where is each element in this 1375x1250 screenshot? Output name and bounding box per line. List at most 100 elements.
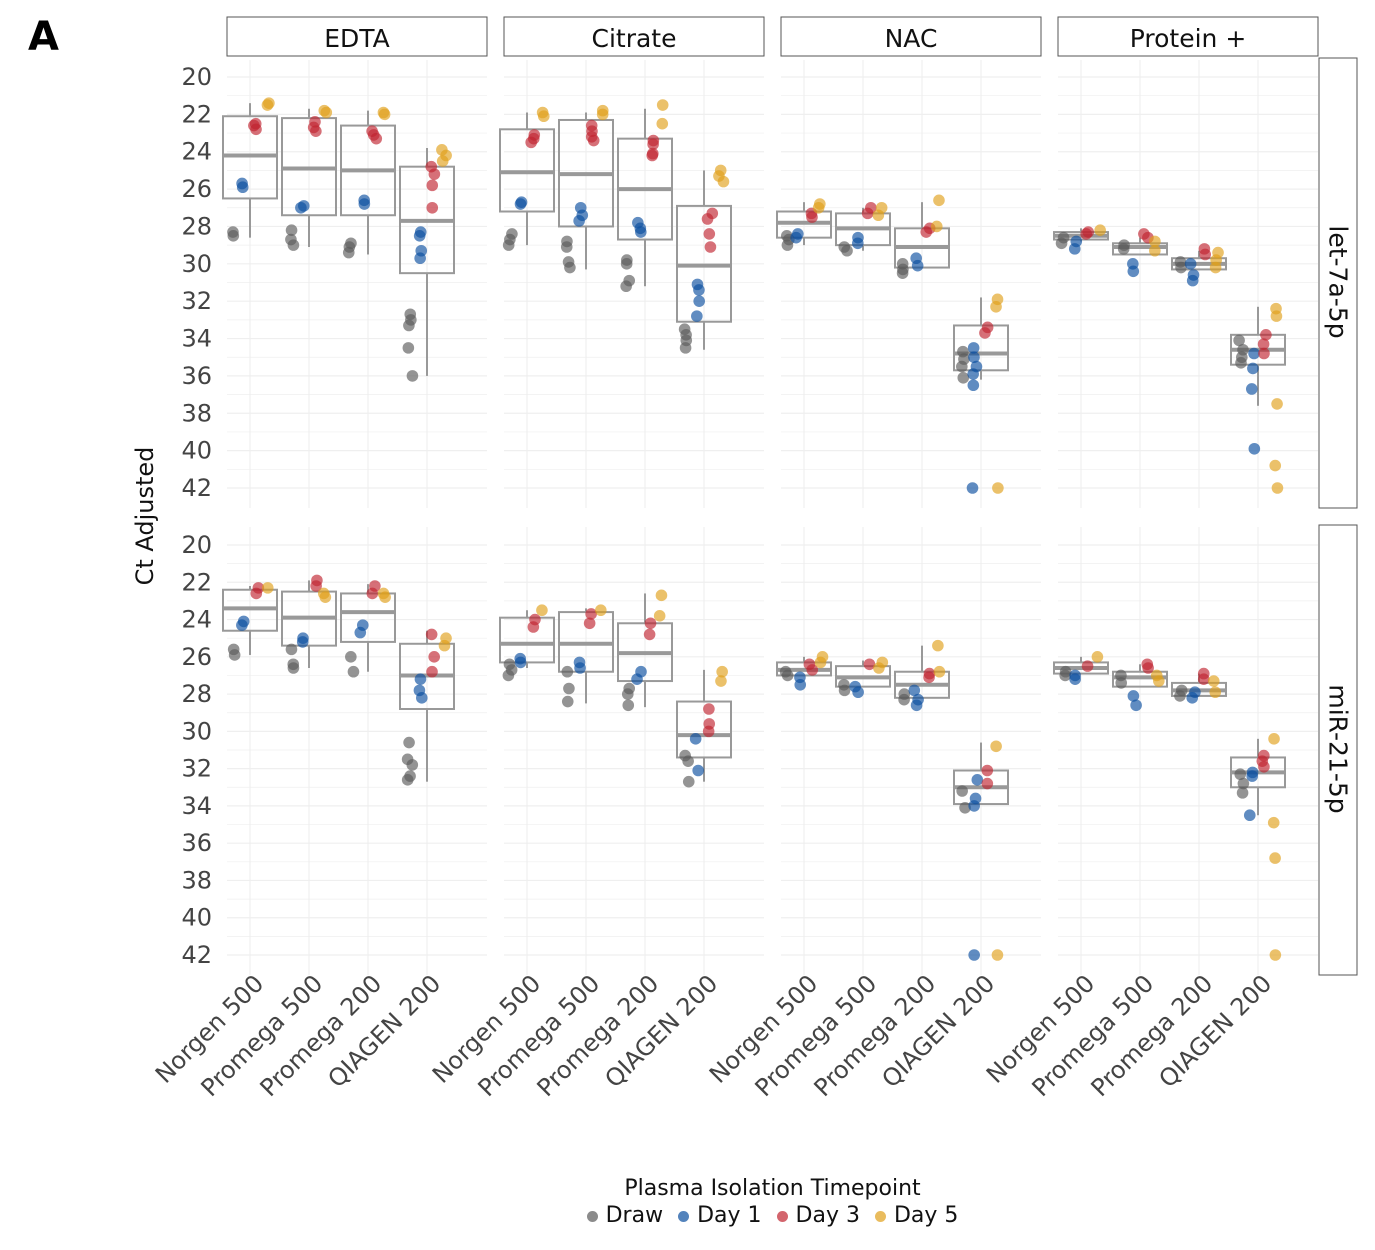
data-point [285, 224, 298, 236]
boxplot [835, 201, 891, 257]
y-tick-label: 26 [181, 175, 212, 203]
boxplot [558, 104, 614, 274]
data-point [1153, 675, 1165, 687]
data-point [406, 759, 419, 771]
facet-strip-label: let-7a-5p [1324, 225, 1353, 338]
data-point [703, 703, 715, 715]
data-point [979, 327, 991, 339]
data-point [647, 138, 659, 151]
data-point [1237, 777, 1250, 790]
data-point [573, 215, 585, 227]
data-point [968, 351, 980, 364]
data-point [781, 669, 794, 682]
data-point [1186, 274, 1199, 287]
boxplot [340, 580, 396, 678]
data-point [644, 617, 657, 630]
data-point [1130, 699, 1142, 712]
legend-items: Draw Day 1 Day 3 Day 5 [0, 1203, 1375, 1228]
box [499, 616, 555, 664]
data-point [620, 280, 632, 293]
data-point [621, 688, 634, 700]
data-point [560, 241, 573, 253]
data-point [682, 755, 694, 767]
facet-strip-col [226, 16, 488, 57]
data-point [863, 658, 876, 671]
data-point [967, 368, 979, 380]
data-point [1080, 228, 1092, 240]
data-point [715, 675, 727, 687]
data-point [236, 181, 249, 194]
boxplot [1230, 302, 1286, 494]
data-point [426, 179, 439, 192]
data-point [561, 665, 574, 678]
data-point [401, 774, 414, 786]
data-point [1091, 651, 1104, 663]
data-point [287, 239, 300, 251]
data-point [920, 226, 933, 238]
figure-panel-label: A [28, 14, 59, 60]
data-point [285, 643, 298, 656]
data-point [896, 267, 909, 279]
data-point [841, 244, 853, 257]
data-point [1269, 459, 1282, 472]
data-point [967, 342, 980, 354]
boxplot [340, 106, 396, 259]
data-point [990, 740, 1002, 753]
data-point [679, 342, 692, 354]
data-point [564, 261, 576, 274]
data-point [704, 241, 717, 253]
data-point [992, 482, 1004, 494]
data-point [414, 252, 426, 265]
data-point [790, 231, 802, 244]
data-point [692, 764, 704, 777]
data-point [933, 194, 945, 207]
boxplot [281, 574, 337, 674]
data-point [631, 673, 643, 685]
data-point [403, 736, 415, 749]
data-point [296, 636, 309, 648]
data-point [1117, 243, 1130, 255]
data-point [527, 621, 540, 633]
y-tick-label: 22 [181, 100, 212, 128]
data-point [415, 692, 428, 704]
facet-strip-col [1057, 16, 1319, 57]
data-point [1271, 398, 1283, 410]
boxplot [222, 97, 278, 242]
data-point [1248, 347, 1260, 360]
data-point [933, 665, 946, 678]
data-point [261, 99, 274, 111]
facet-strip-label: miR-21-5p [1324, 684, 1353, 813]
data-point [702, 725, 715, 738]
y-tick-label: 20 [181, 531, 212, 559]
facet-panel [499, 99, 732, 354]
boxplot [776, 651, 832, 691]
facet-strip-label: Protein + [1130, 24, 1247, 53]
boxplot [399, 144, 455, 382]
box [676, 700, 732, 759]
data-point [595, 604, 607, 617]
data-point [587, 134, 600, 147]
data-point [812, 201, 825, 214]
data-point [923, 671, 935, 684]
y-tick-label: 20 [181, 63, 212, 91]
data-point [990, 300, 1002, 313]
data-point [370, 132, 383, 145]
y-tick-label: 26 [181, 643, 212, 671]
data-point [1127, 690, 1140, 702]
legend-item-day1: Day 1 [678, 1203, 762, 1228]
data-point [1243, 809, 1256, 822]
data-point [428, 651, 440, 663]
boxplot [399, 628, 455, 786]
y-axis-label: Ct Adjusted [131, 447, 159, 586]
y-tick-label: 38 [181, 866, 212, 894]
data-point [852, 237, 864, 250]
data-point [403, 319, 415, 332]
data-point [1068, 243, 1081, 255]
data-point [345, 651, 357, 663]
data-point [653, 610, 666, 622]
data-point [402, 342, 415, 354]
boxplot [1171, 243, 1227, 287]
boxplot [1230, 733, 1286, 961]
facet-strip-row [1318, 57, 1358, 509]
